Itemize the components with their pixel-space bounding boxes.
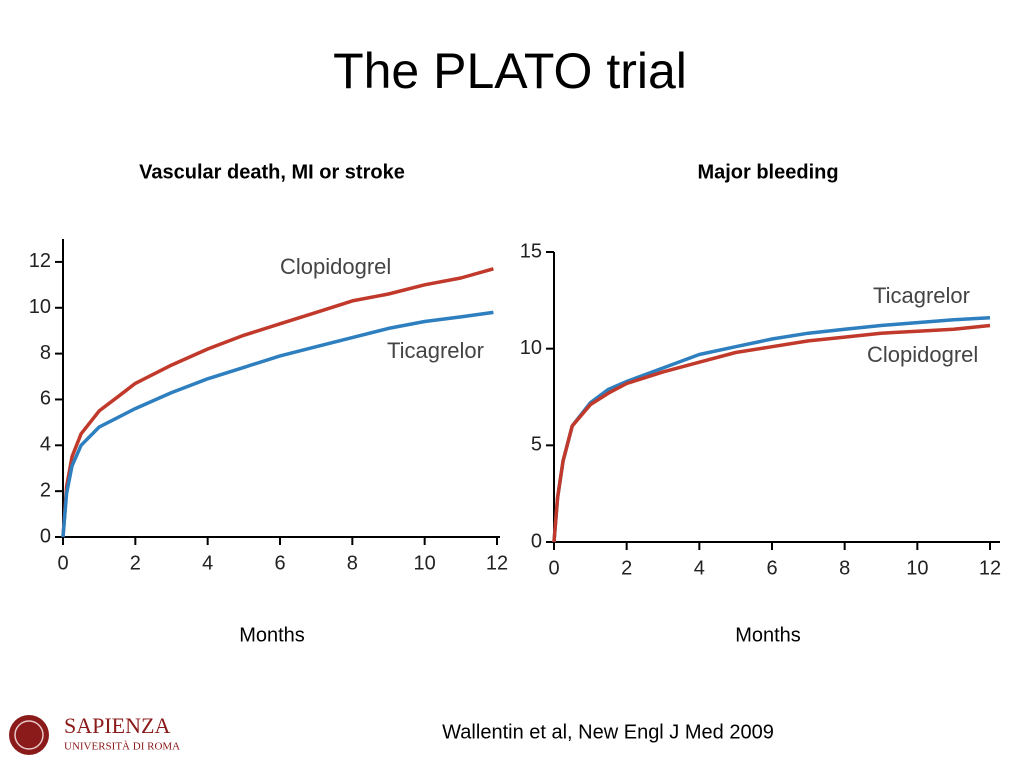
- x-axis-label: Months: [735, 624, 801, 646]
- series-label: Clopidogrel: [280, 254, 391, 279]
- y-tick-label: 15: [520, 240, 542, 262]
- x-tick-label: 4: [694, 557, 705, 579]
- series-label: Ticagrelor: [387, 338, 484, 363]
- series-line: [552, 323, 991, 543]
- logo: SAPIENZA UNIVERSITÀ DI ROMA: [9, 713, 180, 755]
- chart-title: Major bleeding: [697, 161, 838, 183]
- y-tick-label: 5: [531, 434, 542, 456]
- x-tick-label: 6: [274, 552, 285, 574]
- y-tick-label: 2: [40, 479, 51, 501]
- x-tick-label: 0: [57, 552, 68, 574]
- series-label: Clopidogrel: [867, 342, 978, 367]
- y-tick-label: 0: [40, 525, 51, 547]
- series-line: [61, 310, 494, 538]
- logo-subtitle: UNIVERSITÀ DI ROMA: [64, 741, 180, 753]
- series-label: Ticagrelor: [873, 283, 970, 308]
- logo-name: SAPIENZA: [64, 713, 170, 738]
- slide-title: The PLATO trial: [333, 43, 687, 99]
- y-tick-label: 12: [29, 250, 51, 272]
- x-tick-label: 10: [906, 557, 928, 579]
- x-axis-label: Months: [239, 624, 305, 646]
- y-tick-label: 10: [520, 337, 542, 359]
- x-tick-label: 4: [202, 552, 213, 574]
- chart-title: Vascular death, MI or stroke: [139, 161, 405, 183]
- x-tick-label: 2: [621, 557, 632, 579]
- x-tick-label: 2: [130, 552, 141, 574]
- y-tick-label: 6: [40, 388, 51, 410]
- y-tick-label: 0: [531, 530, 542, 552]
- source: Wallentin et al, New Engl J Med 2009: [442, 721, 774, 743]
- y-tick-label: 4: [40, 434, 51, 456]
- x-tick-label: 10: [414, 552, 436, 574]
- x-tick-label: 8: [839, 557, 850, 579]
- y-tick-label: 10: [29, 296, 51, 318]
- x-tick-label: 12: [979, 557, 1001, 579]
- series-line: [61, 267, 494, 538]
- x-tick-label: 6: [766, 557, 777, 579]
- x-tick-label: 0: [548, 557, 559, 579]
- x-tick-label: 12: [486, 552, 508, 574]
- y-tick-label: 8: [40, 342, 51, 364]
- x-tick-label: 8: [347, 552, 358, 574]
- logo-seal-ring: [14, 720, 44, 750]
